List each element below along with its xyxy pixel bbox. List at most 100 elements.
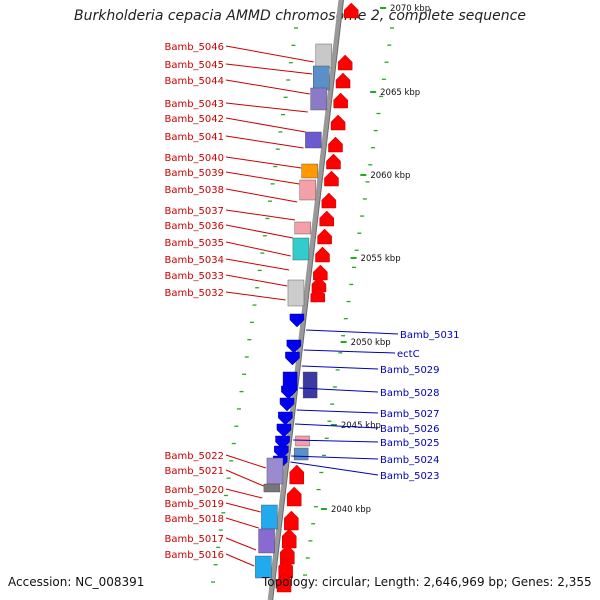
guide-dot bbox=[349, 283, 354, 286]
label-leader-line bbox=[299, 387, 379, 393]
guide-dot bbox=[324, 437, 329, 439]
label-leader-line bbox=[225, 469, 264, 487]
forward-gene-arrow bbox=[317, 228, 332, 245]
label-leader-line bbox=[225, 188, 298, 203]
feature-box bbox=[261, 504, 278, 530]
ruler-label: 2060 kbp bbox=[370, 171, 410, 181]
left-gene-labels: Bamb_5046 Bamb_5045 Bamb_5044 Bamb_5043 Bamb… bbox=[164, 42, 314, 567]
label-leader-line bbox=[225, 537, 257, 551]
forward-gene-arrow bbox=[284, 510, 299, 531]
forward-gene-arrow bbox=[313, 264, 328, 281]
guide-dot bbox=[338, 352, 343, 354]
gene-label: Bamb_5023 bbox=[380, 471, 440, 482]
label-leader-line bbox=[225, 156, 302, 169]
guide-dot bbox=[278, 131, 283, 133]
ruler-tick bbox=[330, 424, 337, 426]
guide-dot bbox=[262, 235, 267, 237]
guide-dot bbox=[376, 112, 381, 115]
guide-dot bbox=[305, 557, 310, 559]
gene-label: Bamb_5031 bbox=[400, 330, 460, 341]
feature-box bbox=[313, 65, 330, 91]
label-leader-line bbox=[291, 455, 379, 460]
guide-dot bbox=[332, 386, 337, 388]
label-leader-line bbox=[225, 224, 294, 239]
gene-label: Bamb_5042 bbox=[164, 114, 224, 125]
map-title: Burkholderia cepacia AMMD chromosome 2, … bbox=[74, 8, 526, 24]
guide-dot bbox=[313, 506, 318, 508]
guide-dot bbox=[275, 148, 280, 150]
label-leader-line bbox=[225, 454, 266, 469]
guide-dot bbox=[265, 217, 270, 220]
guide-dot bbox=[360, 215, 365, 217]
forward-gene-arrow bbox=[315, 246, 330, 263]
reverse-gene-arrow bbox=[281, 385, 296, 400]
forward-gene-arrow bbox=[278, 558, 293, 579]
reverse-gene-arrow bbox=[279, 397, 295, 412]
guide-dot bbox=[316, 488, 321, 491]
forward-gene-arrow bbox=[328, 136, 343, 153]
feature-box bbox=[295, 435, 310, 447]
guide-dot bbox=[231, 442, 236, 445]
chromosome-backbone-edge bbox=[272, 0, 344, 600]
forward-gene-arrow bbox=[337, 54, 353, 71]
guide-dot bbox=[268, 200, 273, 202]
label-leader-line bbox=[225, 117, 306, 133]
forward-gene-arrow bbox=[319, 210, 334, 227]
gene-label: Bamb_5028 bbox=[380, 388, 440, 399]
ruler-label: 2055 kbp bbox=[361, 254, 401, 264]
label-leader-line bbox=[294, 423, 379, 429]
guide-dot bbox=[236, 408, 241, 410]
ruler-tick bbox=[380, 7, 387, 9]
label-leader-line bbox=[225, 241, 291, 257]
ruler-tick bbox=[320, 508, 327, 510]
feature-box bbox=[302, 371, 318, 399]
accession-label: Accession: NC_008391 bbox=[8, 575, 145, 589]
forward-gene-arrow bbox=[286, 486, 302, 507]
guide-dot bbox=[381, 78, 386, 80]
guide-dot bbox=[351, 266, 356, 269]
guide-dot bbox=[327, 420, 332, 422]
label-leader-line bbox=[293, 439, 379, 443]
ruler-label: 2045 kbp bbox=[341, 421, 381, 431]
label-leader-line bbox=[225, 102, 308, 113]
ruler-label: 2070 kbp bbox=[390, 4, 430, 14]
gene-label: Bamb_5018 bbox=[164, 514, 224, 525]
topology-summary: Topology: circular; Length: 2,646,969 bp… bbox=[262, 575, 592, 589]
feature-box bbox=[301, 163, 318, 179]
guide-dot bbox=[341, 335, 346, 337]
forward-gene-arrow bbox=[321, 192, 337, 209]
guide-dot bbox=[343, 317, 348, 320]
guide-dot bbox=[223, 494, 228, 497]
label-leader-line bbox=[225, 517, 259, 529]
label-leader-line bbox=[296, 409, 379, 414]
label-leader-line bbox=[225, 488, 263, 499]
feature-box bbox=[287, 279, 305, 307]
feature-box bbox=[299, 179, 316, 201]
gene-label: Bamb_5038 bbox=[164, 185, 224, 196]
forward-gene-arrow bbox=[311, 276, 327, 293]
gene-label: Bamb_5022 bbox=[164, 451, 224, 462]
label-leader-line bbox=[303, 349, 396, 354]
guide-dot bbox=[384, 61, 389, 63]
reverse-gene-arrow bbox=[286, 339, 302, 354]
guide-dot bbox=[252, 304, 257, 306]
guide-dot bbox=[291, 44, 296, 47]
label-leader-line bbox=[225, 171, 300, 185]
guide-dot bbox=[281, 113, 286, 116]
guide-dot bbox=[330, 403, 335, 405]
label-leader-line bbox=[225, 553, 255, 567]
ruler-label: 2040 kbp bbox=[331, 505, 371, 515]
feature-box bbox=[315, 43, 333, 69]
gene-label: Bamb_5020 bbox=[164, 485, 224, 496]
gene-label: Bamb_5025 bbox=[380, 438, 440, 449]
forward-gene-arrow bbox=[344, 2, 359, 19]
forward-genes bbox=[276, 2, 359, 593]
ruler-tick bbox=[370, 91, 377, 93]
label-leader-line bbox=[225, 45, 314, 63]
ruler: 2070 kbp 2065 kbp 2060 kbp 2055 kbp 2050 kbp… bbox=[320, 4, 430, 515]
feature-box bbox=[294, 221, 312, 235]
forward-gene-arrow bbox=[326, 153, 341, 170]
guide-dot bbox=[370, 147, 375, 149]
ruler-label: 2065 kbp bbox=[380, 88, 420, 98]
